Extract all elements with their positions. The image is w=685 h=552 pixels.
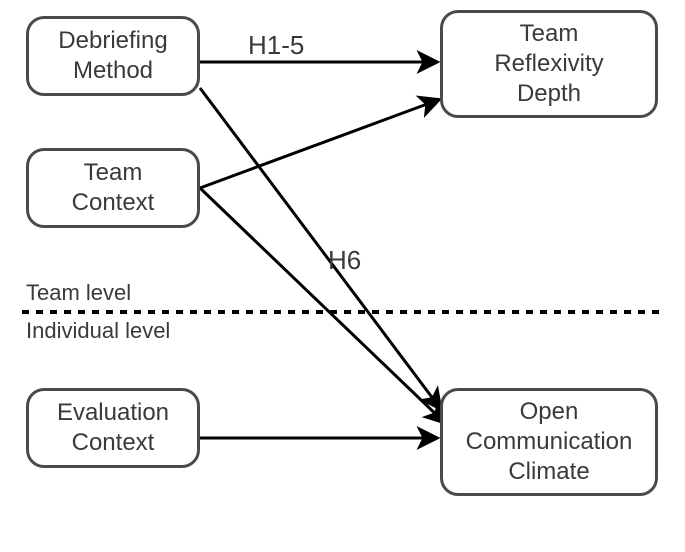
edge-team_context-to-climate [200, 188, 444, 422]
node-label: TeamContext [72, 158, 155, 218]
level-label-text: Individual level [26, 318, 170, 343]
level-label-text: Team level [26, 280, 131, 305]
edge-label-text: H6 [328, 245, 361, 275]
node-label: OpenCommunicationClimate [466, 397, 633, 487]
edge-label-text: H1-5 [248, 30, 304, 60]
edge-label-h6: H6 [328, 245, 361, 276]
edge-label-h1-5: H1-5 [248, 30, 304, 61]
node-team-context: TeamContext [26, 148, 200, 228]
diagram-canvas: DebriefingMethod TeamContext EvaluationC… [0, 0, 685, 552]
level-label-team: Team level [26, 280, 131, 306]
edge-debriefing-to-climate [200, 88, 440, 408]
node-label: TeamReflexivityDepth [494, 19, 603, 109]
level-label-individual: Individual level [26, 318, 170, 344]
node-debriefing-method: DebriefingMethod [26, 16, 200, 96]
node-open-communication-climate: OpenCommunicationClimate [440, 388, 658, 496]
edge-team_context-to-reflexivity [200, 100, 438, 188]
node-label: EvaluationContext [57, 398, 169, 458]
node-label: DebriefingMethod [58, 26, 167, 86]
node-evaluation-context: EvaluationContext [26, 388, 200, 468]
node-team-reflexivity-depth: TeamReflexivityDepth [440, 10, 658, 118]
